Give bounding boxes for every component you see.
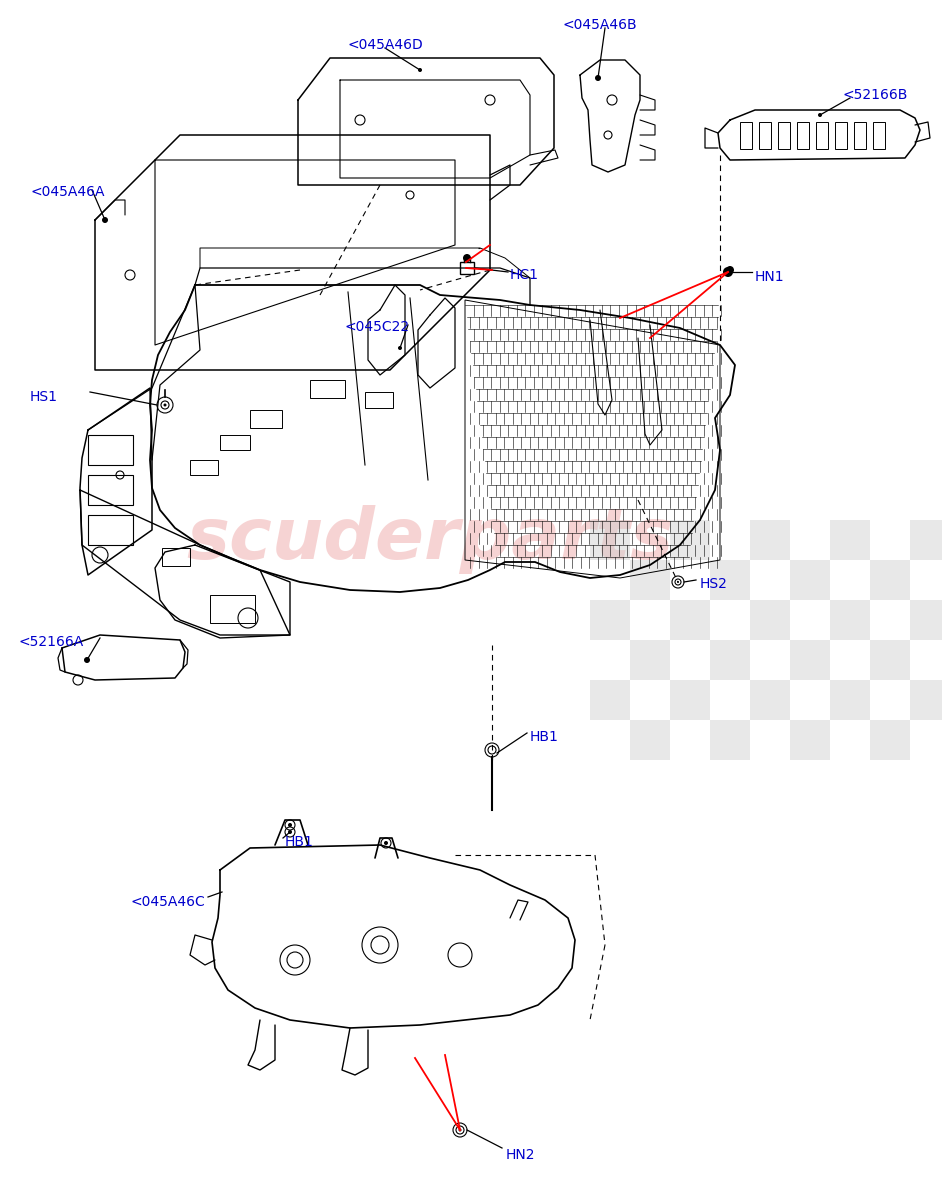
Bar [590,680,630,720]
Text: HN2: HN2 [506,1148,535,1162]
Text: <045A46D: <045A46D [347,38,423,52]
Bar [873,122,885,149]
Bar [590,520,630,560]
Bar [630,640,670,680]
Circle shape [102,217,108,223]
Bar [759,122,771,149]
Bar [910,520,942,560]
Bar [790,720,830,760]
Circle shape [288,830,292,834]
Bar [750,520,790,560]
Bar [816,122,828,149]
Circle shape [726,266,734,274]
Bar [88,515,133,545]
Text: HB1: HB1 [285,835,314,850]
Bar [870,640,910,680]
Bar [220,434,250,450]
Text: <52166B: <52166B [843,88,908,102]
Bar [910,600,942,640]
Text: <045A46A: <045A46A [30,185,105,199]
Bar [797,122,809,149]
Bar [910,680,942,720]
Text: HN1: HN1 [755,270,785,284]
Text: HS1: HS1 [30,390,58,404]
Text: <045C22: <045C22 [345,320,410,334]
Bar [710,720,750,760]
Bar [630,560,670,600]
Bar [830,520,870,560]
Bar [630,720,670,760]
Circle shape [723,266,733,277]
Bar [670,600,710,640]
Bar [710,560,750,600]
Bar [740,122,752,149]
Bar [750,680,790,720]
Circle shape [384,841,388,845]
Bar [670,520,710,560]
Circle shape [418,68,422,72]
Bar [590,600,630,640]
Bar [250,410,282,428]
Circle shape [595,74,601,80]
Bar [830,680,870,720]
Circle shape [103,218,107,222]
Text: HC1: HC1 [510,268,539,282]
Bar [365,392,393,408]
Circle shape [596,76,600,80]
Bar [710,640,750,680]
Bar [670,680,710,720]
Bar [190,460,218,475]
Bar [210,595,255,623]
Text: <045A46B: <045A46B [562,18,638,32]
Circle shape [677,581,679,583]
Text: scuderparts: scuderparts [187,505,674,575]
Circle shape [164,403,167,407]
Bar [460,262,474,274]
Text: <52166A: <52166A [18,635,83,649]
Text: <045A46C: <045A46C [130,895,204,910]
Text: HB1: HB1 [530,730,559,744]
Bar [88,475,133,505]
Circle shape [818,113,822,116]
Bar [870,720,910,760]
Circle shape [459,1128,462,1132]
Bar [778,122,790,149]
Bar [790,560,830,600]
Circle shape [288,823,292,827]
Circle shape [463,254,471,262]
Bar [830,600,870,640]
Circle shape [84,658,90,662]
Bar [835,122,847,149]
Circle shape [398,346,402,350]
Bar [870,560,910,600]
Bar [854,122,866,149]
Bar [162,548,190,566]
Bar [790,640,830,680]
Bar [750,600,790,640]
Bar [88,434,133,464]
Text: HS2: HS2 [700,577,728,590]
Bar [310,380,345,398]
